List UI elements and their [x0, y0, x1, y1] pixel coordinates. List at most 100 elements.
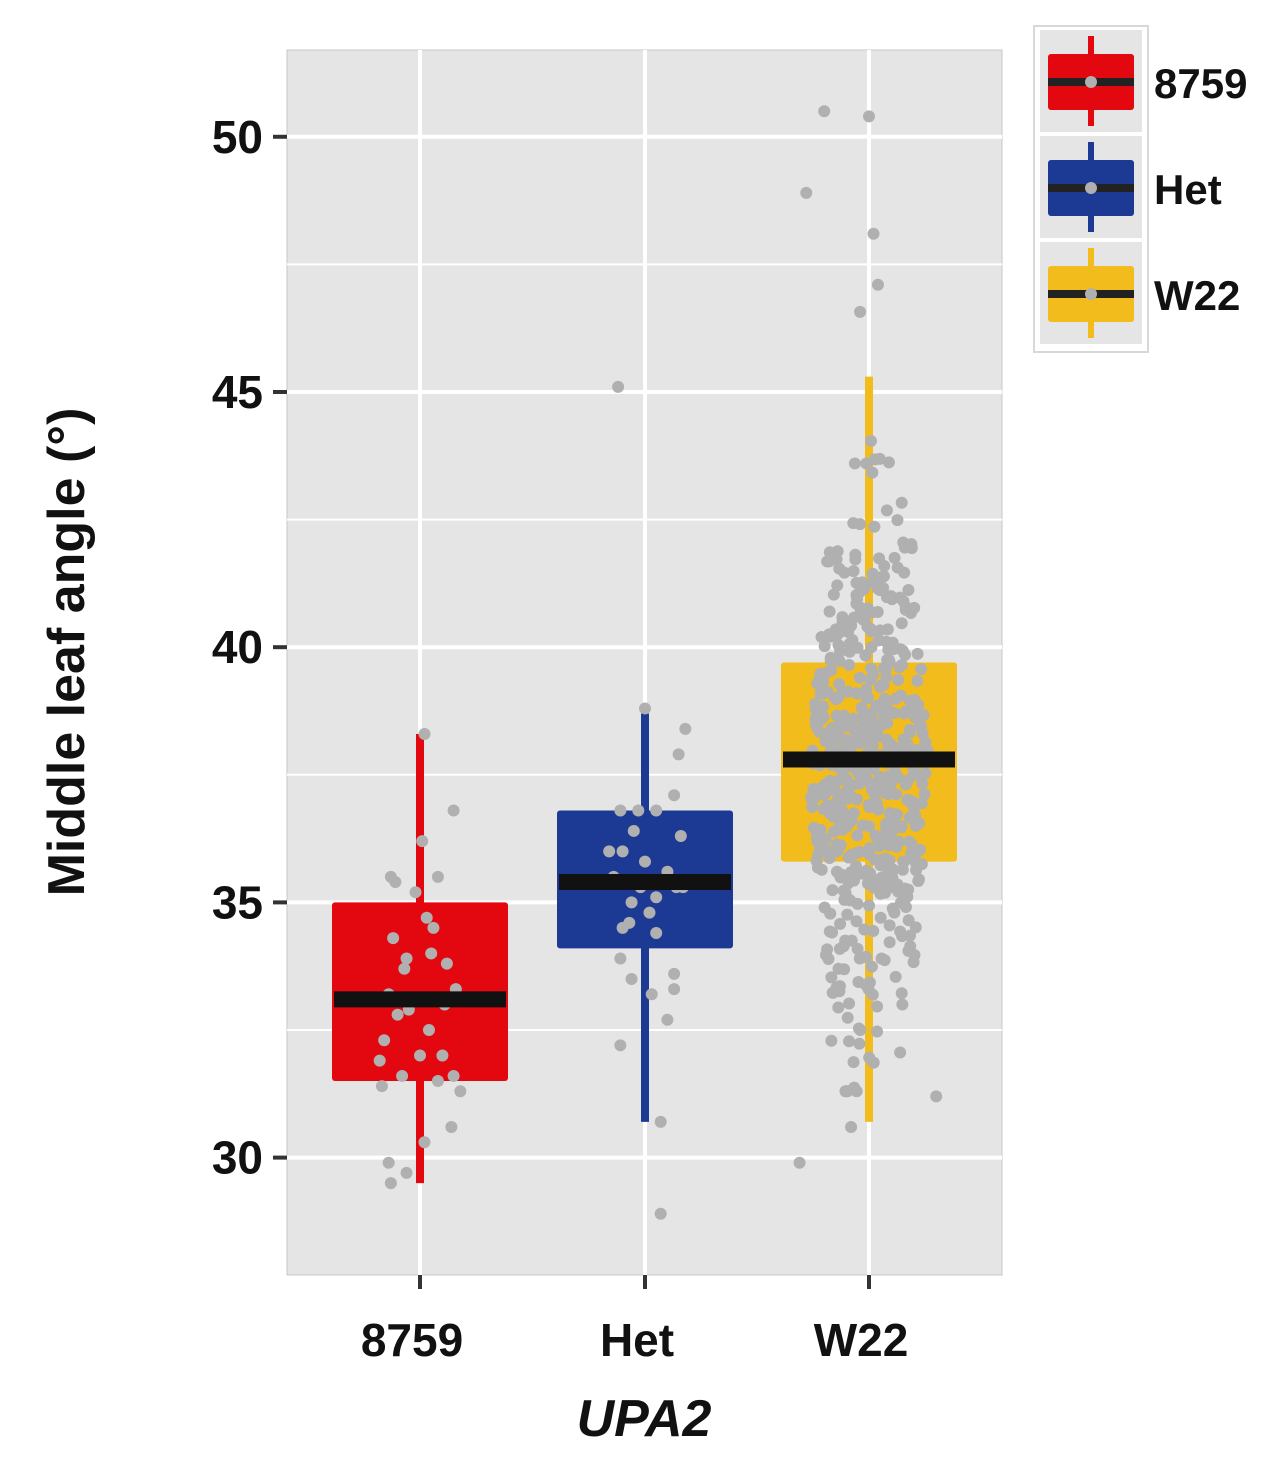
point-W22-277 — [841, 908, 854, 921]
point-W22-15 — [892, 673, 905, 686]
point-W22-532 — [888, 707, 901, 720]
point-W22-354 — [820, 786, 833, 799]
point-W22-264 — [833, 716, 846, 729]
legend-key-point-Het — [1085, 182, 1097, 194]
point-Het-9 — [674, 830, 687, 843]
point-W22-140 — [895, 496, 908, 509]
point-W22-229 — [856, 576, 869, 589]
point-W22-351 — [902, 944, 915, 957]
point-W22-528 — [850, 687, 863, 700]
point-W22-548 — [817, 700, 830, 713]
point-W22-403 — [841, 1011, 854, 1024]
point-W22-91 — [865, 434, 878, 447]
point-W22-211 — [891, 771, 904, 784]
point-Het-7 — [650, 804, 663, 817]
point-8759-34 — [418, 727, 431, 740]
point-W22-112 — [815, 863, 828, 876]
point-W22-134 — [843, 997, 856, 1010]
point-W22-470 — [844, 866, 857, 879]
point-W22-497 — [831, 794, 844, 807]
point-W22-197 — [843, 659, 856, 672]
point-W22-464 — [873, 452, 886, 465]
point-W22-414 — [824, 907, 837, 920]
point-W22-79 — [831, 579, 844, 592]
y-tick-label-30: 30 — [212, 1132, 263, 1184]
median-lines — [334, 751, 955, 1008]
point-W22-513 — [847, 611, 860, 624]
point-W22-546 — [887, 863, 900, 876]
point-W22-521 — [891, 808, 903, 821]
point-W22-234 — [878, 560, 891, 573]
point-W22-459 — [878, 786, 891, 799]
point-Het-28 — [668, 983, 681, 996]
y-axis-title: Middle leaf angle (°) — [38, 408, 96, 897]
point-W22-88 — [826, 884, 839, 897]
point-W22-564 — [883, 919, 896, 932]
point-Het-4 — [668, 789, 681, 802]
point-Het-8 — [627, 824, 640, 837]
point-W22-11 — [888, 551, 901, 564]
point-W22-431 — [909, 819, 922, 832]
point-W22-389 — [873, 624, 886, 637]
point-W22-440 — [815, 630, 828, 643]
point-8759-6 — [375, 1080, 388, 1093]
point-W22-550 — [917, 709, 930, 722]
point-8759-1 — [400, 1166, 413, 1179]
point-W22-384 — [851, 897, 864, 910]
point-Het-11 — [616, 845, 629, 858]
point-W22-281 — [807, 793, 820, 806]
point-W22-325 — [853, 952, 866, 965]
point-W22-455 — [872, 854, 885, 867]
point-W22-166 — [896, 998, 909, 1011]
point-W22-157 — [882, 456, 895, 469]
point-8759-10 — [373, 1054, 386, 1067]
point-W22-120 — [823, 605, 836, 618]
point-W22-512 — [861, 691, 874, 704]
point-W22-565 — [899, 900, 912, 913]
point-W22-386 — [874, 911, 887, 924]
point-W22-428 — [849, 553, 862, 566]
point-W22-4 — [871, 278, 884, 291]
point-W22-347 — [866, 880, 879, 893]
point-W22-524 — [819, 735, 832, 748]
point-W22-491 — [821, 555, 834, 568]
point-8759-33 — [447, 804, 460, 817]
x-tick-label-8759: 8759 — [361, 1314, 463, 1366]
point-Het-27 — [625, 972, 638, 985]
point-8759-7 — [431, 1075, 444, 1088]
point-W22-34 — [825, 1034, 838, 1047]
point-W22-560 — [865, 725, 878, 738]
point-8759-2 — [382, 1156, 395, 1169]
point-8759-28 — [409, 886, 422, 899]
point-W22-349 — [853, 586, 866, 599]
x-tick-label-W22: W22 — [814, 1314, 909, 1366]
point-W22-503 — [890, 788, 903, 801]
y-tick-label-45: 45 — [212, 366, 263, 418]
point-W22-516 — [830, 865, 843, 878]
point-W22-537 — [903, 723, 916, 736]
point-W22-538 — [880, 504, 893, 517]
point-W22-326 — [863, 842, 876, 855]
point-W22-372 — [846, 779, 859, 791]
legend: 8759 Het W22 — [1033, 25, 1247, 353]
point-W22-144 — [833, 677, 846, 690]
point-Het-25 — [614, 952, 627, 965]
point-W22-531 — [908, 768, 921, 781]
point-8759-4 — [445, 1120, 458, 1133]
point-W22-508 — [882, 653, 895, 666]
point-Het-3 — [672, 748, 685, 761]
point-W22-3 — [867, 227, 880, 240]
point-8759-3 — [418, 1136, 431, 1149]
point-W22-276 — [915, 663, 928, 676]
point-W22-350 — [912, 873, 925, 886]
point-W22-561 — [863, 800, 876, 813]
point-W22-317 — [866, 466, 879, 479]
point-W22-340 — [888, 906, 901, 919]
point-Het-10 — [603, 845, 616, 858]
point-W22-253 — [894, 1046, 907, 1059]
point-W22-236 — [878, 954, 891, 967]
point-W22-456 — [867, 924, 880, 937]
point-W22-378 — [866, 739, 879, 752]
point-8759-23 — [400, 952, 413, 965]
point-W22-200 — [894, 925, 907, 938]
